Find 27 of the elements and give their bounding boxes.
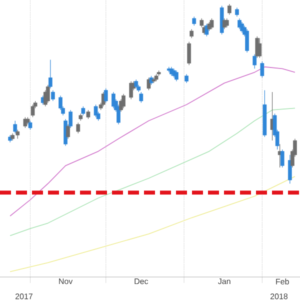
candlestick — [227, 4, 232, 16]
candlestick — [66, 124, 70, 140]
candlestick — [76, 122, 80, 134]
candlestick — [288, 154, 292, 184]
text: 2018 — [270, 294, 288, 300]
x-tick-label: Jan — [218, 278, 230, 284]
candlestick — [46, 84, 50, 104]
candlestick — [210, 18, 214, 30]
candlestick — [94, 104, 98, 118]
candlestick — [122, 94, 126, 108]
candlestick — [280, 149, 284, 168]
candlestick — [258, 38, 262, 58]
candlestick — [104, 88, 108, 104]
x-tick-label: Nov — [59, 278, 73, 284]
candlestick — [245, 28, 249, 53]
candlestick — [139, 92, 144, 104]
x-tick-label: Dec — [134, 278, 148, 284]
candlestick — [51, 90, 55, 102]
candlestick — [174, 70, 178, 82]
candlestick — [187, 41, 191, 66]
candlestick — [252, 54, 257, 69]
candlestick — [48, 59, 52, 89]
text: 2017 — [16, 294, 32, 300]
candlestick — [30, 104, 35, 118]
candlestick — [13, 120, 18, 134]
x-tick-label: Feb — [276, 278, 289, 284]
candlestick — [260, 61, 264, 78]
